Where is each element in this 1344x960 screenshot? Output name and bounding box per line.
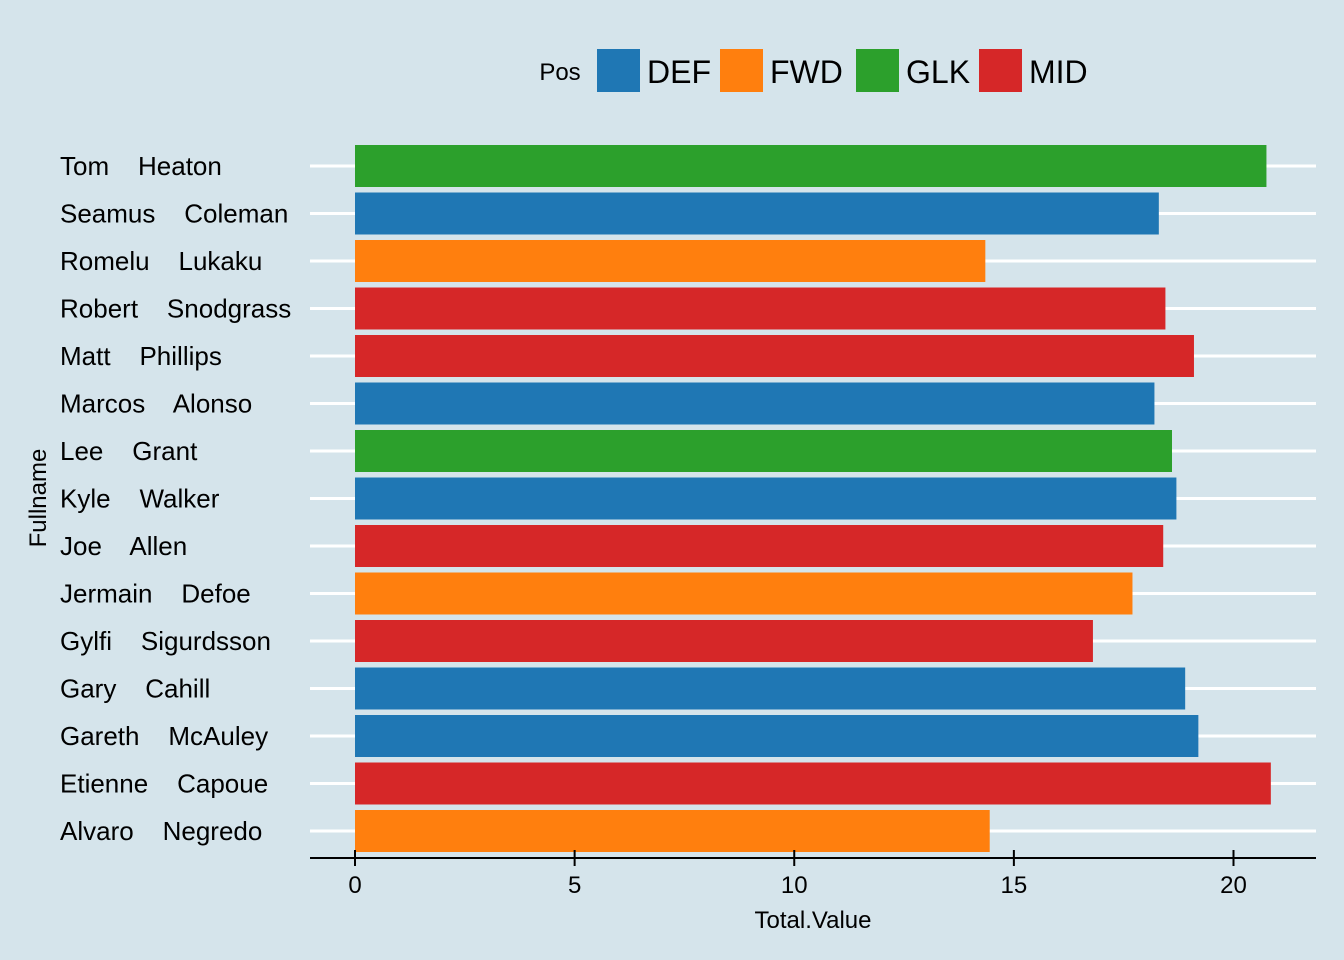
legend-swatch [856,49,899,92]
x-axis-ticks: 0 5 10 15 20 [348,850,1247,899]
y-tick-label: Romelu Lukaku [60,246,262,276]
bar [355,335,1194,377]
bar [355,620,1093,662]
legend-swatch [597,49,640,92]
bar [355,810,990,852]
legend-label: GLK [906,54,970,90]
bar [355,762,1271,805]
y-axis-labels: Tom Heaton Seamus Coleman Romelu Lukaku Rob… [60,151,291,846]
y-tick-label: Alvaro Negredo [60,816,262,846]
bars [355,145,1271,852]
bar [355,192,1159,235]
legend-swatch [979,49,1022,92]
y-tick-label: Lee Grant [60,436,198,466]
bar [355,145,1267,187]
y-tick-label: Gylfi Sigurdsson [60,626,271,656]
legend-label: FWD [770,54,843,90]
bar [355,572,1133,615]
bar [355,240,986,282]
x-tick-label: 15 [1001,872,1028,899]
x-tick-label: 20 [1220,872,1247,899]
bar [355,667,1186,710]
x-tick-label: 5 [568,872,581,899]
y-axis-title: Fullname [25,449,52,548]
bar [355,287,1166,330]
y-tick-label: Marcos Alonso [60,389,252,419]
legend-swatch [720,49,763,92]
y-tick-label: Etienne Capoue [60,769,268,799]
y-tick-label: Seamus Coleman [60,199,288,229]
y-tick-label: Kyle Walker [60,484,220,514]
legend-title: Pos [539,59,580,86]
bar [355,715,1199,757]
y-tick-label: Gary Cahill [60,674,210,704]
y-tick-label: Gareth McAuley [60,721,268,751]
bar [355,477,1177,520]
y-tick-label: Matt Phillips [60,341,222,371]
bar [355,525,1164,567]
x-axis-title: Total.Value [755,907,872,934]
x-tick-label: 0 [348,872,361,899]
legend-label: MID [1029,54,1088,90]
y-tick-label: Robert Snodgrass [60,294,291,324]
y-tick-label: Joe Allen [60,531,187,561]
bar [355,430,1173,472]
bar [355,382,1155,425]
legend: Pos DEF FWD GLK MID [539,49,1088,92]
legend-label: DEF [647,54,711,90]
y-tick-label: Jermain Defoe [60,579,251,609]
x-tick-label: 10 [781,872,808,899]
y-tick-label: Tom Heaton [60,151,222,181]
